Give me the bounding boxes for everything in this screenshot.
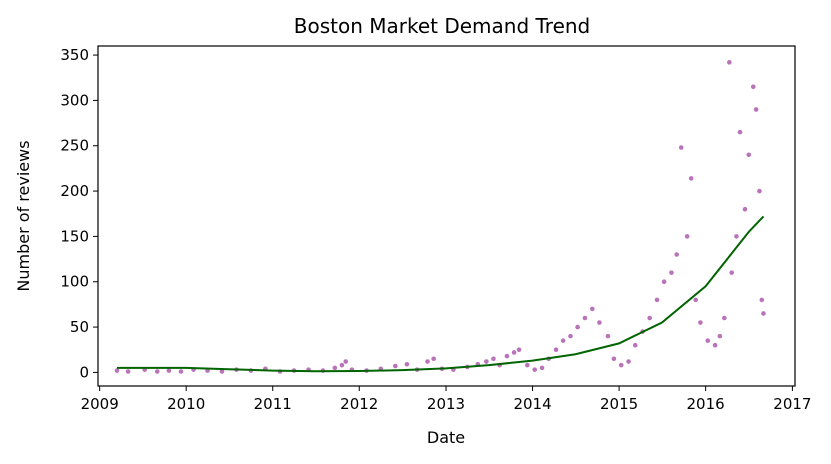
data-point bbox=[717, 333, 723, 339]
data-point bbox=[605, 333, 611, 339]
data-point bbox=[737, 129, 743, 135]
y-tick-label: 350 bbox=[60, 46, 89, 64]
data-point bbox=[734, 234, 739, 239]
data-point bbox=[582, 315, 588, 321]
y-tick-label: 200 bbox=[60, 182, 89, 200]
x-tick-label: 2017 bbox=[773, 395, 811, 413]
x-axis-label: Date bbox=[427, 428, 465, 447]
data-point bbox=[553, 347, 559, 353]
data-point bbox=[575, 324, 580, 330]
data-point bbox=[761, 311, 766, 316]
data-point bbox=[166, 368, 172, 373]
data-point bbox=[742, 206, 748, 212]
y-tick-label: 100 bbox=[60, 273, 89, 291]
y-tick-label: 300 bbox=[60, 91, 89, 109]
data-point bbox=[647, 315, 652, 321]
data-point bbox=[674, 252, 679, 257]
data-point bbox=[590, 306, 595, 312]
data-point bbox=[618, 362, 624, 368]
data-point bbox=[154, 369, 160, 374]
data-point bbox=[532, 367, 537, 372]
plot-frame bbox=[97, 45, 796, 387]
data-point bbox=[684, 234, 690, 239]
x-tick-label: 2015 bbox=[600, 395, 638, 413]
data-point bbox=[632, 342, 638, 348]
y-tick-label: 50 bbox=[70, 318, 89, 336]
data-point bbox=[516, 347, 522, 353]
data-point bbox=[722, 315, 727, 321]
data-point bbox=[678, 145, 684, 150]
data-point bbox=[539, 365, 545, 371]
data-point bbox=[727, 60, 732, 65]
data-point bbox=[759, 297, 765, 303]
data-point bbox=[178, 369, 184, 374]
scatter-points bbox=[114, 60, 766, 374]
data-point bbox=[525, 362, 530, 368]
chart-title: Boston Market Demand Trend bbox=[294, 14, 591, 38]
data-point bbox=[661, 279, 667, 285]
x-tick-label: 2010 bbox=[167, 395, 205, 413]
data-point bbox=[491, 356, 496, 362]
y-axis-label: Number of reviews bbox=[14, 140, 33, 291]
data-point bbox=[729, 270, 734, 275]
data-point bbox=[654, 297, 660, 303]
data-point bbox=[568, 333, 573, 339]
y-tick-label: 250 bbox=[60, 137, 89, 155]
data-point bbox=[688, 176, 694, 181]
data-point bbox=[392, 363, 398, 369]
data-point bbox=[705, 338, 711, 343]
data-point bbox=[611, 356, 617, 362]
y-tick-label: 0 bbox=[79, 363, 89, 381]
data-point bbox=[219, 369, 225, 374]
data-point bbox=[757, 188, 762, 194]
data-point bbox=[484, 359, 489, 364]
data-point bbox=[431, 356, 437, 362]
data-point bbox=[125, 369, 131, 374]
data-point bbox=[712, 342, 718, 348]
data-point bbox=[343, 359, 349, 364]
data-point bbox=[698, 320, 703, 325]
data-point bbox=[560, 338, 566, 343]
data-point bbox=[750, 84, 756, 90]
data-point bbox=[114, 368, 120, 373]
data-point bbox=[597, 320, 602, 325]
data-point bbox=[626, 359, 631, 364]
data-point bbox=[746, 152, 752, 158]
x-tick-label: 2011 bbox=[254, 395, 292, 413]
data-point bbox=[511, 350, 517, 355]
data-point bbox=[504, 353, 510, 359]
y-axis: 0 50 100 150 200 250 300 350 bbox=[60, 46, 98, 381]
x-tick-label: 2016 bbox=[687, 395, 725, 413]
x-tick-label: 2009 bbox=[81, 395, 119, 413]
trend-line bbox=[116, 215, 765, 373]
data-point bbox=[669, 270, 674, 275]
data-point bbox=[425, 359, 430, 364]
x-tick-label: 2012 bbox=[340, 395, 378, 413]
x-axis: 2009 2010 2011 2012 2013 2014 2015 2016 2017 bbox=[81, 386, 811, 413]
y-tick-label: 150 bbox=[60, 227, 89, 245]
data-point bbox=[339, 362, 345, 368]
trend-line-layer bbox=[116, 215, 765, 373]
data-point bbox=[404, 361, 410, 367]
x-tick-label: 2014 bbox=[513, 395, 551, 413]
data-point bbox=[332, 365, 338, 371]
data-point bbox=[753, 107, 759, 112]
x-tick-label: 2013 bbox=[427, 395, 465, 413]
data-point bbox=[693, 297, 698, 303]
